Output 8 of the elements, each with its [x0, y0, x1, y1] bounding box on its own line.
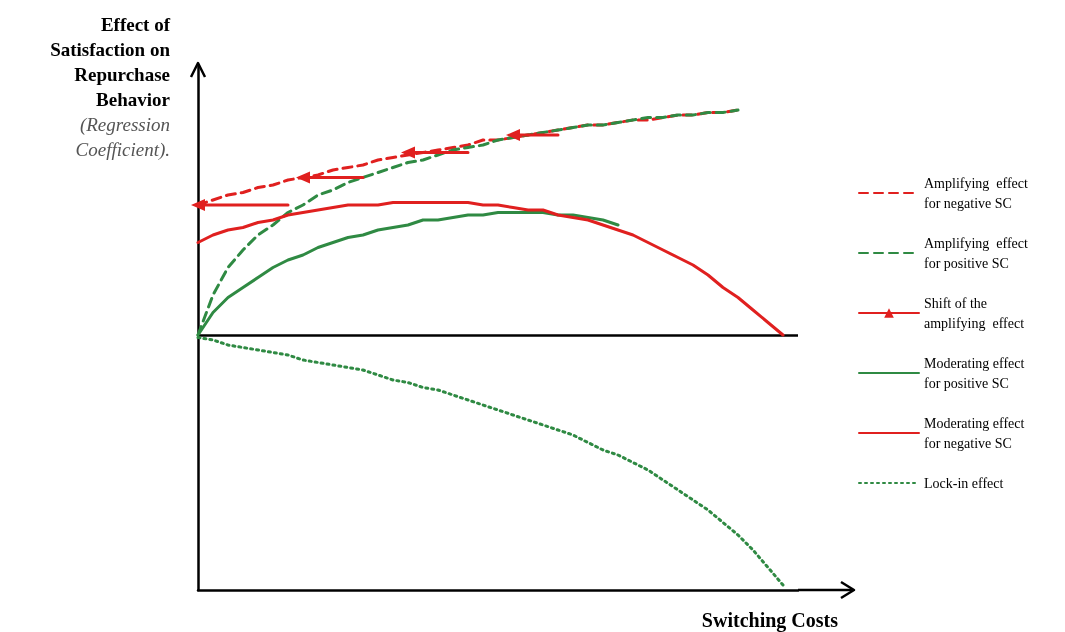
legend-label: Shift of the amplifying effect	[924, 295, 1025, 331]
y-axis-title: Effect of Satisfaction on Repurchase Behavior (Regression Coefficient).	[50, 14, 170, 162]
legend-label: Amplifying effect for positive SC	[924, 235, 1032, 271]
legend-label: Amplifying effect for negative SC	[924, 175, 1032, 211]
legend-label: Moderating effect for positive SC	[924, 355, 1028, 391]
x-axis-title: Switching Costs	[701, 609, 839, 632]
legend-label: Moderating effect for negative SC	[924, 415, 1028, 451]
legend-label: Lock-in effect	[924, 475, 1004, 491]
